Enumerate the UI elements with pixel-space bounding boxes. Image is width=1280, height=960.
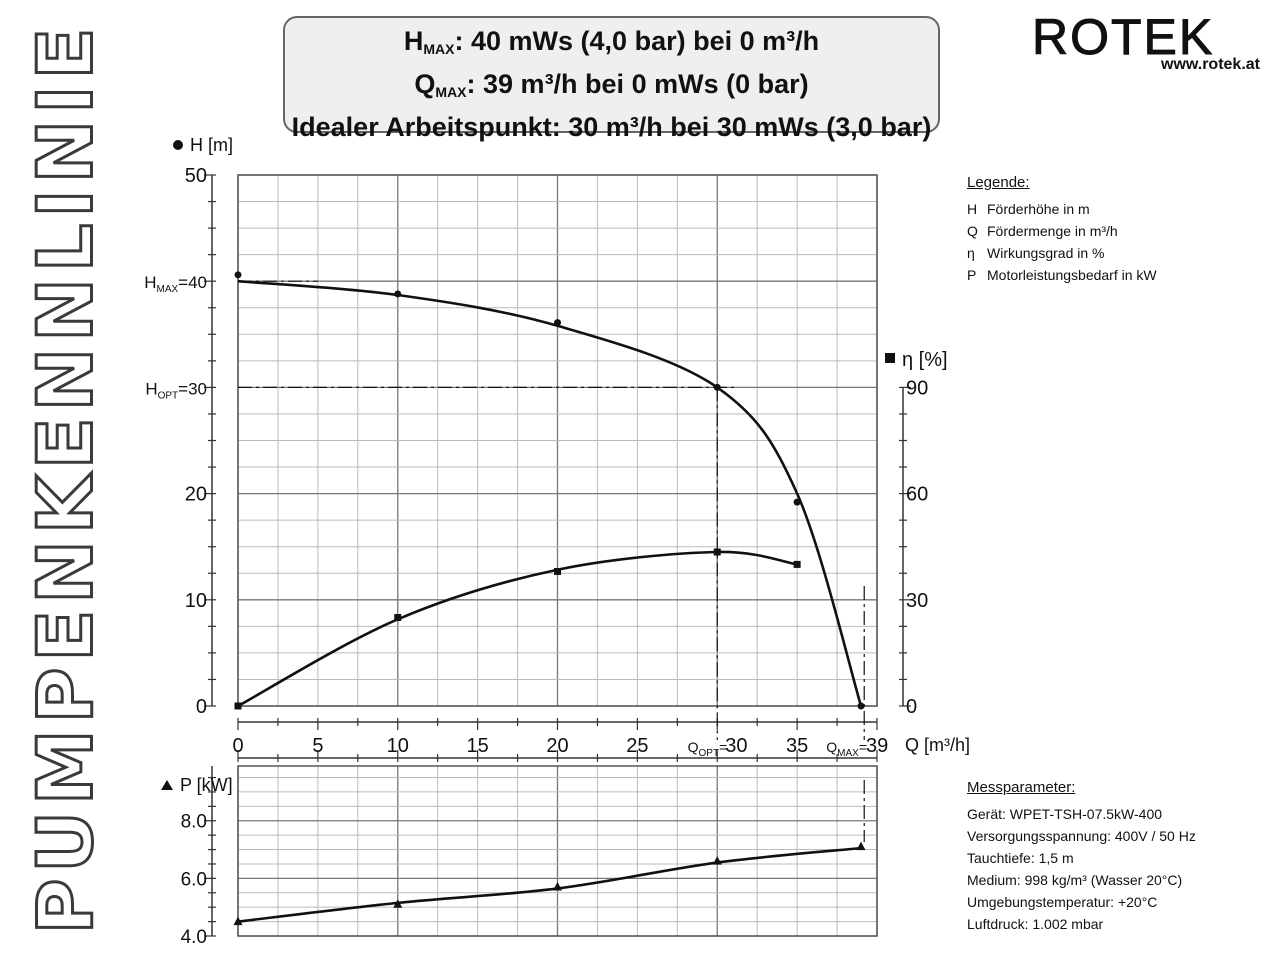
p-point xyxy=(393,899,403,908)
p-tick-label: 8.0 xyxy=(181,812,207,833)
q-axis-title: Q [m³/h] xyxy=(905,735,970,755)
p-axis-title: P [kW] xyxy=(180,775,233,795)
eta-axis-title: η [%] xyxy=(902,349,948,371)
eta-point xyxy=(234,702,242,710)
eta-legend-marker xyxy=(885,353,895,363)
logo-brand: ROTEK xyxy=(1031,9,1215,66)
header-line-hmax: HMAX: 40 mWs (4,0 bar) bei 0 m³/h xyxy=(403,26,820,57)
markers xyxy=(233,271,866,926)
lower-grid xyxy=(237,766,878,937)
legend-item-p: P Motorleistungsbedarf in kW xyxy=(967,267,1157,283)
h-curve xyxy=(237,279,863,707)
eta-tick-label: 90 xyxy=(906,377,928,399)
q-tick-label: 5 xyxy=(312,735,323,757)
h-tick-label: 50 xyxy=(185,165,207,187)
p-point xyxy=(712,856,722,865)
q-tick-label: 15 xyxy=(467,735,489,757)
rotek-logo: ROTEK www.rotek.at xyxy=(1031,8,1262,80)
h-point xyxy=(857,702,865,710)
lower-plot-frame xyxy=(237,765,878,937)
upper-plot-frame xyxy=(237,174,878,707)
header-line-operating-point: Idealer Arbeitspunkt: 30 m³/h bei 30 mWs… xyxy=(291,112,932,142)
eta-tick-label: 0 xyxy=(906,696,917,718)
p-point xyxy=(233,916,243,926)
axis-labels: H [m] 0 10 20 50 HMAX=40 HOPT=30 η [%] 0 30 60 90 0 5… xyxy=(144,135,970,948)
h-point xyxy=(713,383,721,391)
eta-tick-label: 60 xyxy=(906,484,928,506)
eta-curve xyxy=(237,550,798,708)
q-tick-label: 0 xyxy=(232,735,243,757)
eta-point xyxy=(554,567,561,575)
legend: Legende: H Förderhöhe in m Q Fördermenge i… xyxy=(967,172,1157,286)
q-tick-label: 30 xyxy=(725,735,747,757)
parameter-line: Medium: 998 kg/m³ (Wasser 20°C) xyxy=(967,872,1183,888)
q-tick-label: 25 xyxy=(626,735,648,757)
h-point xyxy=(394,290,402,298)
legend-item-eta: η Wirkungsgrad in % xyxy=(967,245,1105,261)
p-tick-label: 6.0 xyxy=(181,869,207,890)
p-point xyxy=(856,841,866,851)
parameter-line: Versorgungsspannung: 400V / 50 Hz xyxy=(967,828,1196,844)
parameters-title: Messparameter: xyxy=(967,779,1076,796)
q-opt-prefix: QOPT= xyxy=(688,739,728,759)
eta-point xyxy=(713,548,721,556)
header-box: HMAX: 40 mWs (4,0 bar) bei 0 m³/h QMAX: … xyxy=(283,16,940,142)
parameter-line: Gerät: WPET-TSH-07.5kW-400 xyxy=(967,806,1163,822)
h-legend-marker xyxy=(173,140,183,150)
h-tick-label: 10 xyxy=(185,590,207,612)
eta-point xyxy=(793,560,801,568)
lower-frame xyxy=(204,765,878,937)
h-point xyxy=(793,498,801,506)
h-tick-label: 0 xyxy=(196,696,207,718)
logo-url: www.rotek.at xyxy=(1161,56,1260,73)
curves xyxy=(237,279,863,923)
h-point xyxy=(234,271,242,279)
legend-item-h: H Förderhöhe in m xyxy=(967,201,1090,217)
h-point xyxy=(554,319,561,327)
legend-item-q: Q Fördermenge in m³/h xyxy=(967,223,1118,239)
q-tick-label: 20 xyxy=(546,735,568,757)
h-axis-title: H [m] xyxy=(190,135,233,155)
p-legend-marker xyxy=(161,780,173,790)
parameter-line: Tauchtiefe: 1,5 m xyxy=(967,850,1074,866)
p-tick-label: 4.0 xyxy=(181,927,207,948)
q-max-prefix: QMAX= xyxy=(826,739,867,759)
h-tick-label: 20 xyxy=(185,484,207,506)
q-tick-label: 35 xyxy=(786,735,808,757)
h-max-label: HMAX=40 xyxy=(144,273,207,295)
p-curve xyxy=(237,846,862,923)
parameter-line: Umgebungstemperatur: +20°C xyxy=(967,894,1158,910)
q-tick-label: 10 xyxy=(387,735,409,757)
q-tick-label: 39 xyxy=(866,735,888,757)
legend-title: Legende: xyxy=(967,174,1030,191)
eta-point xyxy=(394,614,402,621)
eta-tick-label: 30 xyxy=(906,590,928,612)
upper-frame xyxy=(204,174,911,762)
h-opt-label: HOPT=30 xyxy=(145,379,207,401)
p-point xyxy=(553,882,562,891)
parameter-line: Luftdruck: 1.002 mbar xyxy=(967,916,1104,932)
header-line-qmax: QMAX: 39 m³/h bei 0 mWs (0 bar) xyxy=(414,69,809,100)
upper-grid xyxy=(237,174,878,707)
measurement-parameters: Messparameter: Gerät: WPET-TSH-07.5kW-40… xyxy=(967,777,1196,935)
